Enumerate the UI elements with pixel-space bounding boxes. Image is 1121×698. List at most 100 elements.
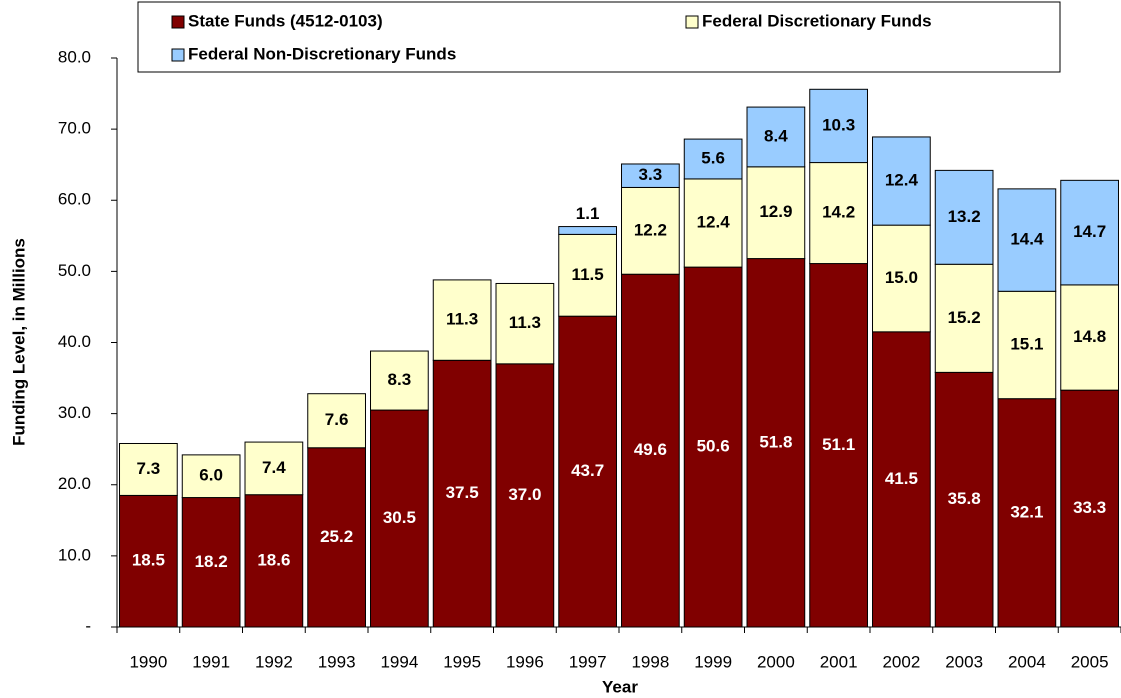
y-tick-label: 40.0 xyxy=(58,332,91,351)
bar-segment xyxy=(997,188,1057,292)
bar-segment xyxy=(181,454,241,499)
y-tick-label: 60.0 xyxy=(58,190,91,209)
data-label: 32.1 xyxy=(1010,502,1043,521)
data-label: 12.2 xyxy=(634,220,667,239)
data-label: 1.1 xyxy=(576,204,600,223)
data-label: 11.3 xyxy=(446,310,478,329)
bar-segment xyxy=(746,166,806,260)
x-tick-label: 1991 xyxy=(192,652,230,671)
x-tick-label: 1990 xyxy=(129,652,167,671)
x-tick-label: 2004 xyxy=(1008,652,1046,671)
bar-segment xyxy=(495,363,555,628)
bar-segment xyxy=(495,282,555,365)
data-label: 25.2 xyxy=(320,527,353,546)
data-label: 7.6 xyxy=(325,410,349,429)
data-label: 41.5 xyxy=(885,469,918,488)
bar-segment xyxy=(621,273,680,628)
bar-segment xyxy=(683,178,743,268)
data-label: 11.5 xyxy=(572,265,604,284)
bar-segment xyxy=(683,138,743,180)
data-label: 37.5 xyxy=(446,483,479,502)
bar-segment xyxy=(809,263,868,628)
data-label: 14.7 xyxy=(1073,222,1106,241)
y-tick-label: 30.0 xyxy=(58,403,91,422)
bar-segment xyxy=(621,163,680,188)
y-tick-label: 10.0 xyxy=(58,545,91,564)
data-label: 7.4 xyxy=(262,458,286,477)
data-label: 15.0 xyxy=(885,268,918,287)
data-label: 13.2 xyxy=(948,207,981,226)
legend-label: State Funds (4512-0103) xyxy=(188,11,383,30)
data-label: 14.2 xyxy=(822,203,855,222)
legend-label: Federal Non-Discretionary Funds xyxy=(188,44,456,63)
bar-segment xyxy=(1060,179,1119,286)
x-tick-label: 1992 xyxy=(255,652,293,671)
bar-segment xyxy=(621,186,680,275)
bar-segment xyxy=(809,162,868,265)
y-axis-title: Funding Level, in Millions xyxy=(9,238,28,446)
bar-segment xyxy=(872,136,931,226)
data-label: 12.4 xyxy=(885,171,919,190)
data-label: 7.3 xyxy=(137,459,161,478)
bar-segment xyxy=(872,224,931,333)
x-tick-label: 1997 xyxy=(569,652,607,671)
data-label: 15.1 xyxy=(1010,334,1043,353)
x-tick-label: 2003 xyxy=(945,652,983,671)
bar-segment xyxy=(746,258,806,628)
bar-segment xyxy=(1060,389,1119,628)
data-label: 51.1 xyxy=(822,435,855,454)
data-label: 10.3 xyxy=(822,115,855,134)
bar-segment xyxy=(934,169,994,265)
legend-swatch xyxy=(171,15,185,29)
x-tick-label: 2002 xyxy=(882,652,920,671)
legend-box xyxy=(137,1,1061,73)
bar-segment xyxy=(244,441,304,496)
data-label: 35.8 xyxy=(948,489,981,508)
x-tick-label: 1996 xyxy=(506,652,544,671)
data-label: 49.6 xyxy=(634,440,667,459)
bar-segment xyxy=(934,263,994,373)
data-label: 50.6 xyxy=(697,437,730,456)
x-tick-label: 2000 xyxy=(757,652,795,671)
data-label: 12.9 xyxy=(759,202,792,221)
data-label: 11.3 xyxy=(509,313,541,332)
x-tick-label: 1995 xyxy=(443,652,481,671)
y-tick-label: 50.0 xyxy=(58,261,91,280)
data-label: 43.7 xyxy=(571,461,604,480)
data-label: 18.5 xyxy=(132,551,165,570)
bar-segment xyxy=(809,88,868,164)
x-tick-label: 1999 xyxy=(694,652,732,671)
y-tick-label: - xyxy=(85,616,91,635)
data-label: 14.8 xyxy=(1073,327,1106,346)
data-label: 18.2 xyxy=(195,552,228,571)
y-tick-label: 80.0 xyxy=(58,47,91,66)
data-label: 51.8 xyxy=(759,432,792,451)
bar-segment xyxy=(370,350,429,411)
bar-segment xyxy=(746,106,806,168)
bar-segment xyxy=(432,279,492,361)
x-axis-title: Year xyxy=(602,677,638,696)
bar-segment xyxy=(558,226,617,235)
bar-segment xyxy=(558,315,617,628)
bar-segment xyxy=(307,393,366,449)
data-label: 15.2 xyxy=(948,308,981,327)
legend-swatch xyxy=(171,48,185,62)
legend-swatch xyxy=(685,15,699,29)
x-tick-label: 1994 xyxy=(380,652,418,671)
data-label: 8.3 xyxy=(388,370,412,389)
bar-segment xyxy=(872,331,931,628)
bar-segment xyxy=(119,494,178,628)
bar-segment xyxy=(558,233,617,317)
x-tick-label: 2005 xyxy=(1071,652,1109,671)
legend-label: Federal Discretionary Funds xyxy=(702,11,932,30)
data-label: 18.6 xyxy=(257,550,290,569)
data-label: 3.3 xyxy=(639,165,663,184)
bar-segment xyxy=(997,398,1057,628)
bar-segment xyxy=(1060,284,1119,391)
data-label: 8.4 xyxy=(764,126,788,145)
x-tick-label: 1998 xyxy=(631,652,669,671)
bar-segment xyxy=(370,409,429,628)
data-label: 14.4 xyxy=(1010,230,1044,249)
bar-segment xyxy=(683,266,743,628)
